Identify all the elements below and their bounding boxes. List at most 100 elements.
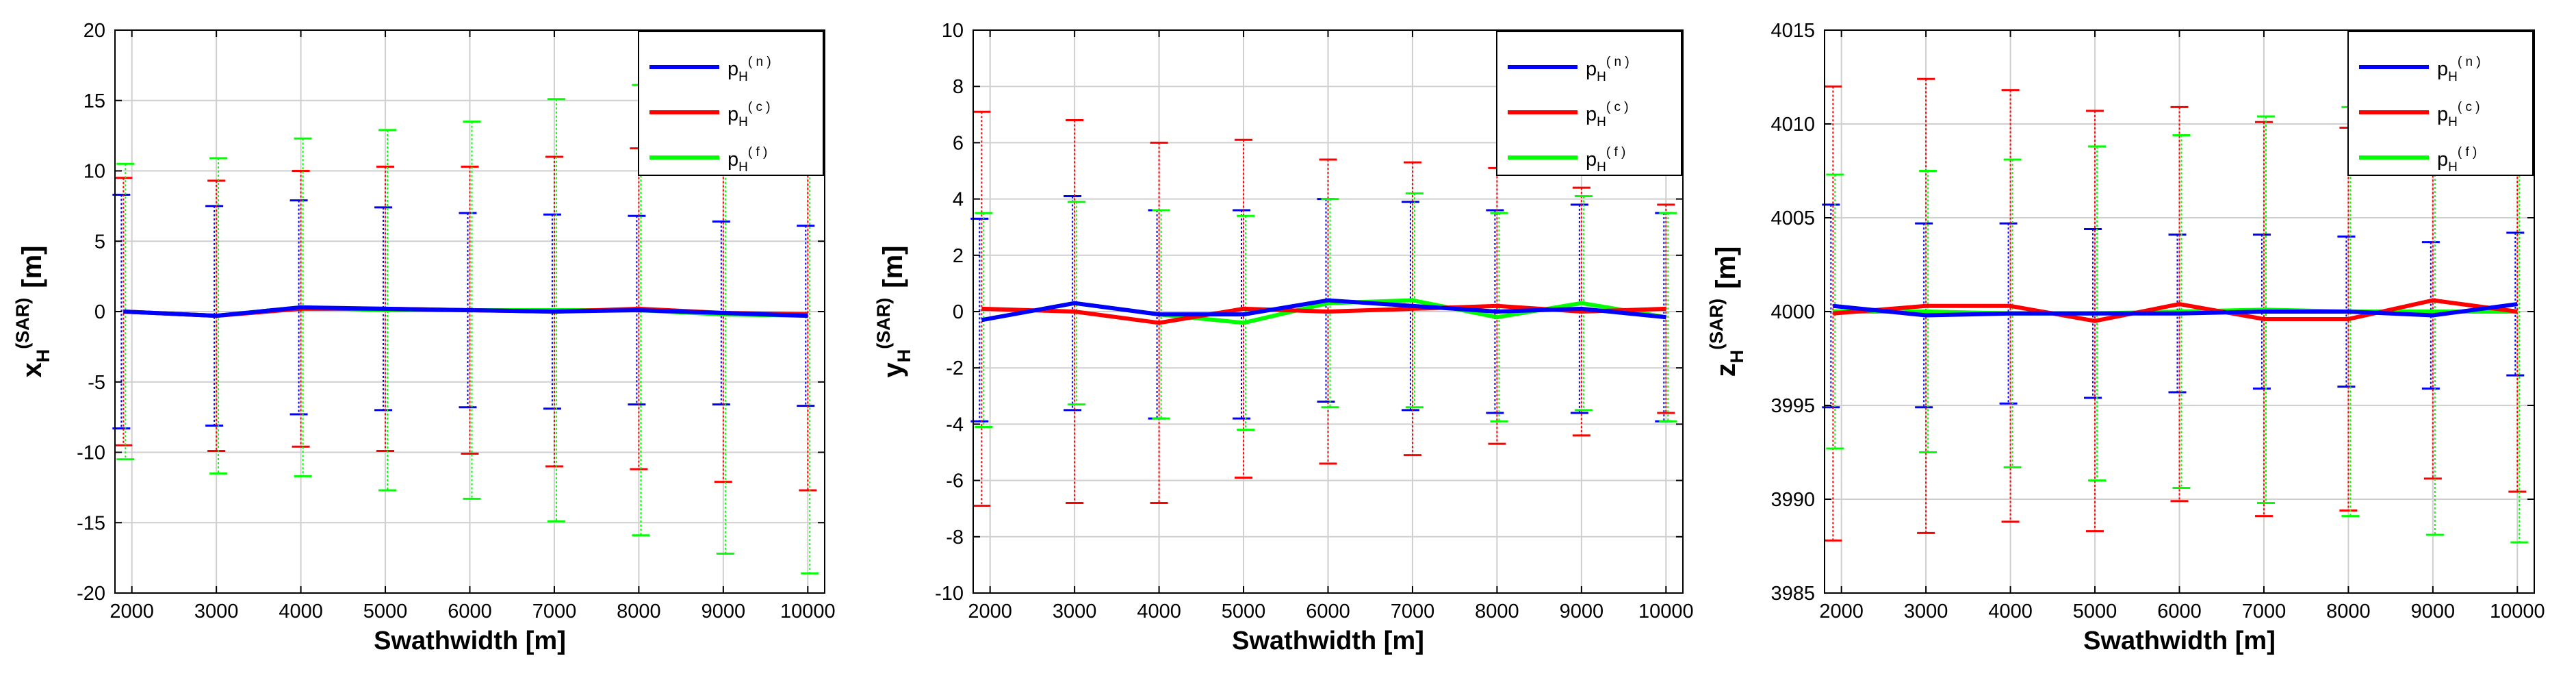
x-tick-label: 7000 [2242, 601, 2287, 622]
series-line [1833, 302, 2518, 318]
y-label-base: x [17, 362, 47, 377]
legend-box [1496, 31, 1682, 176]
x-tick-label: 7000 [1391, 601, 1435, 622]
y-label-sup: (SAR) [873, 298, 894, 349]
y-axis-label-text: zH(SAR) [m] [1706, 247, 1747, 377]
y-tick-label: 4 [953, 189, 964, 211]
x-tick-label: 2000 [968, 601, 1012, 622]
x-axis-label: Swathwidth [m] [1232, 627, 1424, 655]
y-tick-label: 15 [83, 90, 105, 112]
x-tick-label: 8000 [2326, 601, 2371, 622]
y-axis-label: xH(SAR) [m] [12, 246, 53, 378]
legend-base: p [2437, 149, 2448, 171]
x-tick-label: 2000 [1819, 601, 1864, 622]
legend-entry: pH( c ) [727, 100, 771, 129]
legend-sup: ( c ) [1606, 100, 1629, 114]
legend-entry: pH( c ) [1586, 100, 1629, 129]
y-tick-label: 0 [953, 301, 964, 323]
y-tick-label: 4000 [1770, 301, 1815, 323]
x-tick-label: 3000 [194, 601, 239, 622]
x-tick-label: 9000 [2411, 601, 2456, 622]
x-tick-label: 9000 [1560, 601, 1604, 622]
legend-base: p [2437, 103, 2448, 125]
y-tick-label: 8 [953, 76, 964, 98]
y-label-unit: [m] [1711, 247, 1741, 289]
x-tick-label: 7000 [532, 601, 577, 622]
legend-entry: pH( n ) [727, 55, 771, 84]
legend-sup: ( f ) [2458, 145, 2477, 160]
legend: pH( n )pH( c )pH( f ) [1496, 31, 1682, 176]
chart-panel-2: 2000 3000 4000 5000 6000 7000 8000 9000 10000 -10… [873, 20, 1694, 655]
legend-sub: H [2448, 115, 2458, 129]
y-tick-label: 4005 [1770, 207, 1815, 229]
y-tick-label: -10 [77, 442, 105, 464]
y-tick-label: 6 [953, 132, 964, 154]
x-tick-label: 10000 [1638, 601, 1694, 622]
y-tick-label: -20 [77, 583, 105, 605]
y-axis-label: zH(SAR) [m] [1706, 247, 1747, 377]
y-tick-label: 3990 [1770, 489, 1815, 511]
y-label-sup: (SAR) [12, 298, 33, 349]
legend-entry: pH( n ) [2437, 55, 2481, 84]
x-tick-label: 8000 [1475, 601, 1519, 622]
x-tick-label: 8000 [617, 601, 661, 622]
x-tick-label: 2000 [110, 601, 154, 622]
chart-panel-3: 2000 3000 4000 5000 6000 7000 8000 9000 10000 398… [1706, 20, 2545, 655]
y-tick-label: -4 [946, 414, 964, 436]
y-tick-label: -2 [946, 357, 964, 379]
y-tick-label: 4010 [1770, 114, 1815, 136]
legend-sub: H [2448, 70, 2458, 84]
legend-sub: H [738, 70, 748, 84]
y-label-base: z [1711, 363, 1741, 377]
y-label-unit: [m] [17, 246, 47, 288]
x-tick-label: 3000 [1904, 601, 1948, 622]
legend-sup: ( n ) [1606, 55, 1630, 69]
y-tick-label: 2 [953, 245, 964, 267]
x-tick-label: 10000 [2490, 601, 2545, 622]
y-label-unit: [m] [878, 246, 908, 288]
legend: pH( n )pH( c )pH( f ) [2347, 31, 2534, 176]
y-label-sub: H [1727, 350, 1747, 364]
x-tick-label: 5000 [1222, 601, 1266, 622]
y-tick-label: -10 [935, 583, 964, 605]
y-tick-label: -8 [946, 527, 964, 549]
y-label-sup: (SAR) [1706, 299, 1727, 350]
y-label-base: y [878, 362, 908, 377]
legend-sup: ( f ) [1606, 145, 1626, 160]
x-tick-label: 6000 [1306, 601, 1350, 622]
x-tick-label: 6000 [448, 601, 492, 622]
legend-sub: H [738, 115, 748, 129]
legend-base: p [727, 103, 738, 125]
x-tick-label: 5000 [2073, 601, 2117, 622]
x-tick-label: 9000 [701, 601, 746, 622]
legend-entry: pH( f ) [2437, 145, 2477, 175]
legend-sub: H [1597, 70, 1606, 84]
series-line [981, 298, 1666, 323]
legend-box [638, 31, 824, 176]
legend-sup: ( c ) [748, 100, 771, 114]
series-line [1833, 298, 2518, 323]
legend-base: p [1586, 103, 1597, 125]
legend-entry: pH( f ) [727, 145, 767, 175]
x-tick-label: 6000 [2157, 601, 2202, 622]
y-label-sub: H [894, 349, 914, 363]
legend-base: p [727, 58, 738, 80]
x-tick-label: 5000 [363, 601, 408, 622]
legend-sup: ( n ) [748, 55, 771, 69]
y-axis-label-text: yH(SAR) [m] [873, 246, 914, 378]
y-tick-label: 5 [94, 231, 105, 253]
y-tick-label: 10 [83, 161, 105, 183]
x-tick-label: 4000 [1137, 601, 1181, 622]
y-axis-label-text: xH(SAR) [m] [12, 246, 53, 378]
y-label-sub: H [33, 349, 53, 363]
legend-base: p [2437, 58, 2448, 80]
y-tick-label: 10 [942, 20, 964, 42]
x-tick-label: 4000 [279, 601, 323, 622]
legend-sub: H [2448, 160, 2458, 175]
legend: pH( n )pH( c )pH( f ) [638, 31, 824, 176]
legend-sup: ( f ) [748, 145, 768, 160]
legend-sup: ( c ) [2458, 100, 2480, 114]
y-tick-label: 3985 [1770, 583, 1815, 605]
y-tick-label: -5 [88, 372, 105, 394]
